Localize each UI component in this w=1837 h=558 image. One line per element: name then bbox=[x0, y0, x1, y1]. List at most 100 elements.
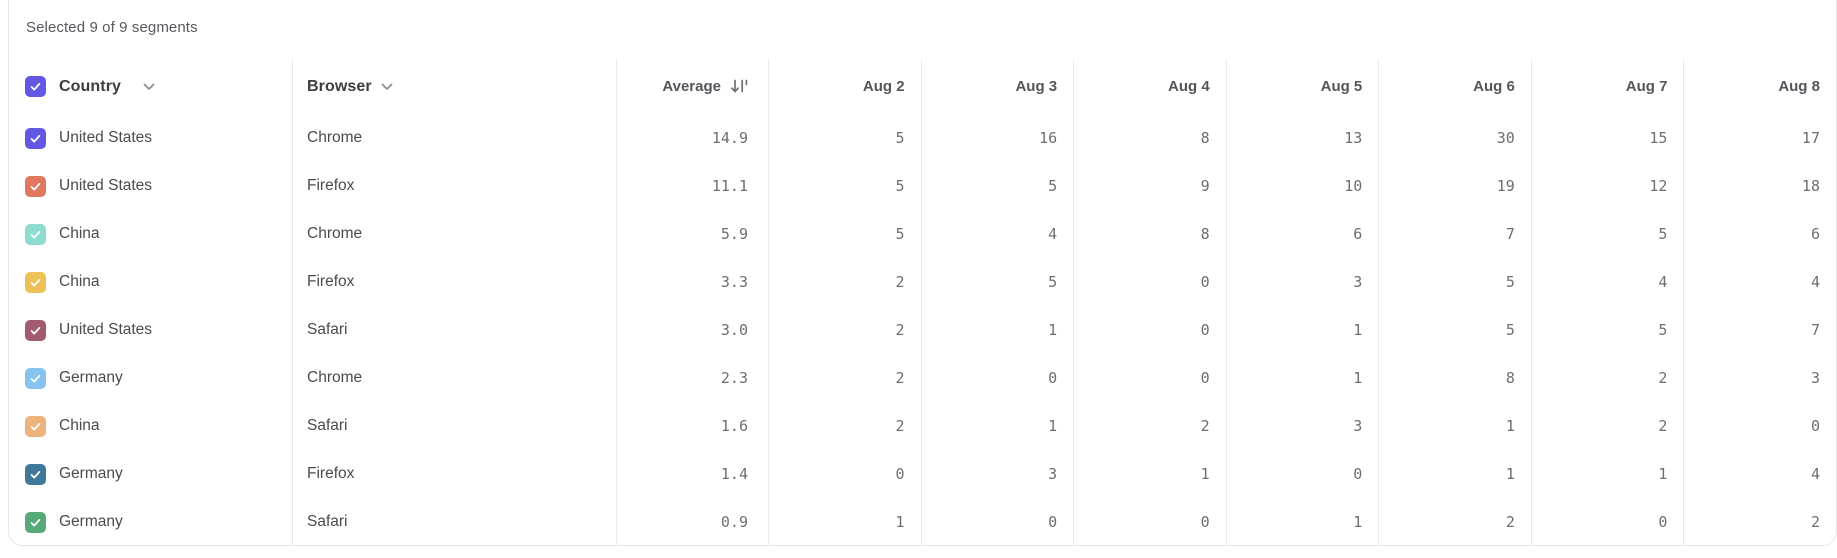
segment-checkbox[interactable] bbox=[25, 511, 46, 533]
date-value: 8 bbox=[1505, 369, 1515, 387]
column-header-date[interactable]: Aug 4 bbox=[1073, 59, 1226, 114]
date-value: 0 bbox=[1658, 513, 1668, 531]
date-value: 2 bbox=[895, 417, 905, 435]
country-value: Germany bbox=[59, 369, 123, 386]
column-header-date[interactable]: Aug 8 bbox=[1683, 59, 1836, 114]
chevron-down-icon[interactable] bbox=[143, 83, 155, 91]
date-value-cell: 2 bbox=[1683, 498, 1836, 546]
browser-value: Chrome bbox=[307, 225, 363, 242]
browser-value-cell: Safari bbox=[292, 402, 616, 450]
date-value-cell: 4 bbox=[1683, 258, 1836, 306]
sort-descending-icon[interactable] bbox=[731, 79, 748, 94]
average-value-cell: 1.6 bbox=[616, 402, 768, 450]
date-value-cell: 0 bbox=[920, 498, 1074, 546]
segment-checkbox[interactable] bbox=[25, 415, 46, 437]
average-value: 1.6 bbox=[720, 417, 748, 435]
average-value: 11.1 bbox=[711, 177, 748, 195]
browser-value-cell: Safari bbox=[292, 498, 616, 546]
date-value-cell: 2 bbox=[768, 258, 921, 306]
date-value: 7 bbox=[1505, 225, 1515, 243]
chevron-down-icon[interactable] bbox=[381, 83, 393, 91]
browser-value-cell: Firefox bbox=[292, 162, 616, 210]
date-value: 13 bbox=[1344, 129, 1363, 147]
segment-checkbox[interactable] bbox=[25, 223, 46, 245]
date-value: 6 bbox=[1353, 225, 1363, 243]
date-value-cell: 3 bbox=[1225, 402, 1379, 450]
date-value-cell: 19 bbox=[1378, 162, 1531, 210]
date-value: 0 bbox=[1200, 513, 1210, 531]
country-header-label: Country bbox=[59, 77, 122, 95]
date-value: 8 bbox=[1200, 225, 1210, 243]
segment-checkbox[interactable] bbox=[25, 271, 46, 293]
browser-value-cell: Chrome bbox=[292, 354, 616, 402]
date-value-cell: 8 bbox=[1073, 114, 1226, 162]
country-value: China bbox=[59, 225, 100, 242]
row-country-cell: China bbox=[9, 402, 292, 450]
date-value-cell: 2 bbox=[1378, 498, 1531, 546]
date-value-cell: 8 bbox=[1073, 210, 1226, 258]
average-value: 1.4 bbox=[720, 465, 748, 483]
date-value-cell: 3 bbox=[1683, 354, 1836, 402]
browser-value: Safari bbox=[307, 321, 348, 338]
date-value-cell: 1 bbox=[768, 498, 921, 546]
date-value-cell: 2 bbox=[1530, 402, 1684, 450]
segment-checkbox[interactable] bbox=[25, 367, 46, 389]
date-value-cell: 6 bbox=[1683, 210, 1836, 258]
date-value-cell: 0 bbox=[1683, 402, 1836, 450]
check-icon bbox=[30, 83, 41, 91]
date-value: 0 bbox=[895, 465, 905, 483]
row-country-cell: China bbox=[9, 210, 292, 258]
date-value-cell: 12 bbox=[1530, 162, 1684, 210]
average-value-cell: 14.9 bbox=[616, 114, 768, 162]
segment-checkbox[interactable] bbox=[25, 463, 46, 485]
date-value-cell: 4 bbox=[1683, 450, 1836, 498]
date-value-cell: 0 bbox=[768, 450, 921, 498]
row-country-cell: United States bbox=[9, 306, 292, 354]
date-value-cell: 2 bbox=[768, 354, 921, 402]
date-value-cell: 5 bbox=[768, 114, 921, 162]
date-value-cell: 8 bbox=[1378, 354, 1531, 402]
date-value: 5 bbox=[1505, 321, 1515, 339]
date-value: 7 bbox=[1810, 321, 1820, 339]
column-header-country[interactable]: Country bbox=[9, 59, 292, 114]
column-header-average[interactable]: Average bbox=[616, 59, 768, 114]
segment-checkbox[interactable] bbox=[25, 175, 46, 197]
browser-value: Firefox bbox=[307, 465, 355, 482]
average-value-cell: 2.3 bbox=[616, 354, 768, 402]
column-header-browser[interactable]: Browser bbox=[292, 59, 616, 114]
segment-checkbox[interactable] bbox=[25, 127, 46, 149]
date-value-cell: 5 bbox=[1378, 258, 1531, 306]
browser-value-cell: Firefox bbox=[292, 450, 616, 498]
column-header-date[interactable]: Aug 6 bbox=[1378, 59, 1531, 114]
date-value-cell: 1 bbox=[1225, 354, 1379, 402]
date-header-label: Aug 4 bbox=[1168, 78, 1210, 95]
date-value: 1 bbox=[1353, 369, 1363, 387]
date-value: 1 bbox=[1658, 465, 1668, 483]
column-header-date[interactable]: Aug 3 bbox=[920, 59, 1074, 114]
date-value-cell: 3 bbox=[920, 450, 1074, 498]
date-value: 0 bbox=[1200, 369, 1210, 387]
date-value: 5 bbox=[1658, 225, 1668, 243]
browser-value: Chrome bbox=[307, 129, 363, 146]
average-value: 3.3 bbox=[720, 273, 748, 291]
date-value-cell: 7 bbox=[1378, 210, 1531, 258]
date-value: 3 bbox=[1353, 273, 1363, 291]
column-header-date[interactable]: Aug 7 bbox=[1530, 59, 1684, 114]
segment-checkbox[interactable] bbox=[25, 319, 46, 341]
date-header-label: Aug 3 bbox=[1015, 78, 1058, 95]
date-value-cell: 1 bbox=[1225, 498, 1379, 546]
browser-value: Chrome bbox=[307, 369, 363, 386]
date-value-cell: 0 bbox=[1225, 450, 1379, 498]
date-value: 30 bbox=[1496, 129, 1515, 147]
country-value: United States bbox=[59, 129, 153, 146]
date-header-label: Aug 5 bbox=[1320, 78, 1363, 95]
column-header-date[interactable]: Aug 5 bbox=[1225, 59, 1379, 114]
date-value: 1 bbox=[1353, 513, 1363, 531]
browser-value: Safari bbox=[307, 513, 348, 530]
row-country-cell: United States bbox=[9, 114, 292, 162]
average-value-cell: 11.1 bbox=[616, 162, 768, 210]
column-header-date[interactable]: Aug 2 bbox=[768, 59, 921, 114]
date-value-cell: 0 bbox=[920, 354, 1074, 402]
select-all-checkbox[interactable] bbox=[25, 76, 46, 97]
date-value-cell: 15 bbox=[1530, 114, 1684, 162]
